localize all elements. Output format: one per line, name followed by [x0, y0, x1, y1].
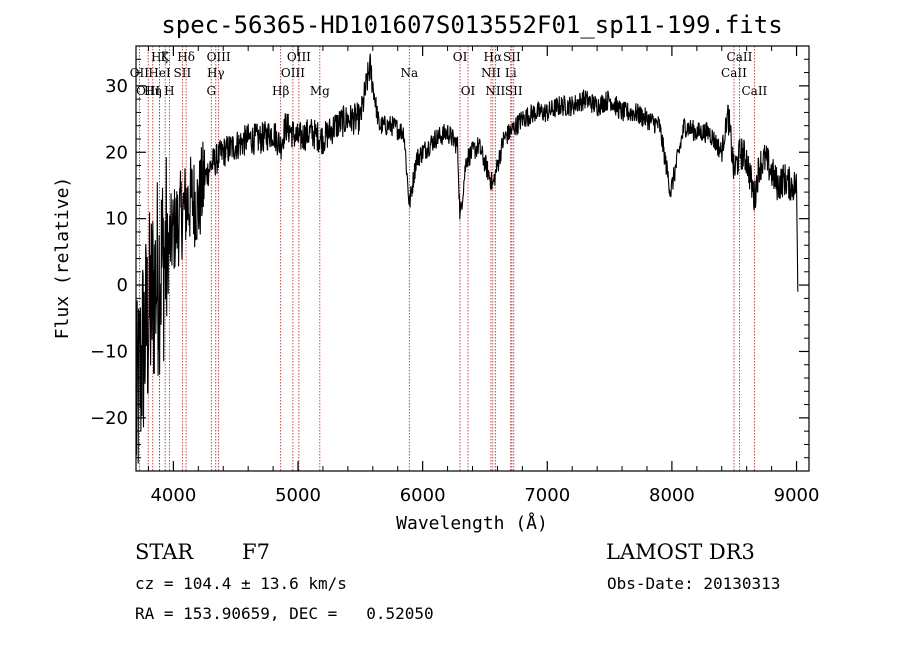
y-tick-label: −10: [90, 341, 128, 362]
survey-name: LAMOST DR3: [606, 540, 755, 564]
x-axis-label: Wavelength (Å): [396, 512, 548, 534]
ra-dec: RA = 153.90659, DEC = 0.52050: [135, 604, 434, 623]
observation-date: Obs-Date: 20130313: [607, 574, 781, 593]
spectral-line-label: Hα: [484, 50, 503, 64]
spectral-line-label: SII: [174, 66, 192, 80]
spectral-line-label: CaII: [721, 66, 747, 80]
flux-curve: [135, 53, 799, 464]
spectral-line-label: Hζ: [151, 50, 168, 64]
spectral-line-label: SII: [505, 84, 523, 98]
redshift-cz: cz = 104.4 ± 13.6 km/s: [135, 574, 347, 593]
spectral-line-label: OI: [453, 50, 468, 64]
spectral-line-label: K: [161, 50, 171, 64]
plot-frame: [135, 45, 810, 472]
spectral-line-label: OIII: [136, 84, 160, 98]
spectral-line-label: Hδ: [177, 50, 195, 64]
x-tick-label: 7000: [524, 485, 570, 506]
y-tick-label: 20: [105, 142, 128, 163]
spectral-line-label: Li: [505, 66, 517, 80]
x-tick-label: 6000: [400, 485, 446, 506]
spectral-line-label: Mg: [310, 84, 330, 98]
spectral-line-label: OI: [461, 84, 476, 98]
spectral-line-label: Hβ: [272, 84, 289, 98]
spectral-line-label: HeI: [148, 66, 171, 80]
spectral-line-label: SII: [503, 50, 521, 64]
spectral-line-label: NII: [485, 84, 505, 98]
y-tick-label: 10: [105, 209, 128, 230]
y-tick-label: 0: [117, 275, 128, 296]
spectral-line-label: Na: [400, 66, 418, 80]
x-tick-label: 9000: [774, 485, 820, 506]
spectral-line-label: OIII: [207, 50, 231, 64]
object-class: STAR: [135, 540, 194, 564]
x-axis-ticks: 4000 5000 6000 7000 8000 9000: [147, 46, 820, 506]
spectral-line-label: G: [206, 84, 216, 98]
spectral-line-label: Hη: [144, 84, 162, 98]
flux-curve-group: [135, 53, 799, 464]
x-tick-label: 4000: [150, 485, 196, 506]
x-tick-label: 8000: [649, 485, 695, 506]
object-subclass: F7: [242, 540, 270, 564]
spectral-line-label: CaII: [741, 84, 767, 98]
spectral-line-label: CaII: [727, 50, 753, 64]
spectral-line-markers: OIIOIIIHηHζHeIKHSIIHδGHγOIIIHβOIIIOIIIMg…: [130, 46, 768, 471]
x-tick-label: 5000: [275, 485, 321, 506]
y-axis-label: Flux (relative): [52, 177, 73, 340]
y-tick-label: 30: [105, 76, 128, 97]
y-axis-ticks: −20 −10 0 10 20 30: [90, 45, 809, 459]
spectral-line-label: Hγ: [207, 66, 225, 80]
y-tick-label: −20: [90, 408, 128, 429]
chart-title: spec-56365-HD101607S013552F01_sp11-199.f…: [161, 11, 782, 39]
spectral-line-label: OIII: [281, 66, 305, 80]
spectral-line-label: H: [164, 84, 174, 98]
spectral-line-label: NII: [481, 66, 501, 80]
spectral-line-label: OIII: [287, 50, 311, 64]
